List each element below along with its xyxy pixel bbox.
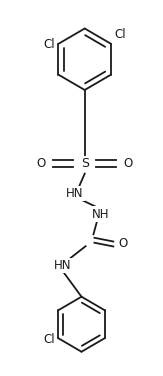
Text: O: O <box>119 238 128 250</box>
Text: HN: HN <box>66 187 84 200</box>
Text: S: S <box>81 157 89 170</box>
Text: Cl: Cl <box>44 38 55 52</box>
Text: O: O <box>123 157 133 170</box>
Text: NH: NH <box>92 208 110 221</box>
Text: Cl: Cl <box>114 28 126 41</box>
Text: HN: HN <box>53 259 71 272</box>
Text: Cl: Cl <box>43 334 55 346</box>
Text: O: O <box>37 157 46 170</box>
